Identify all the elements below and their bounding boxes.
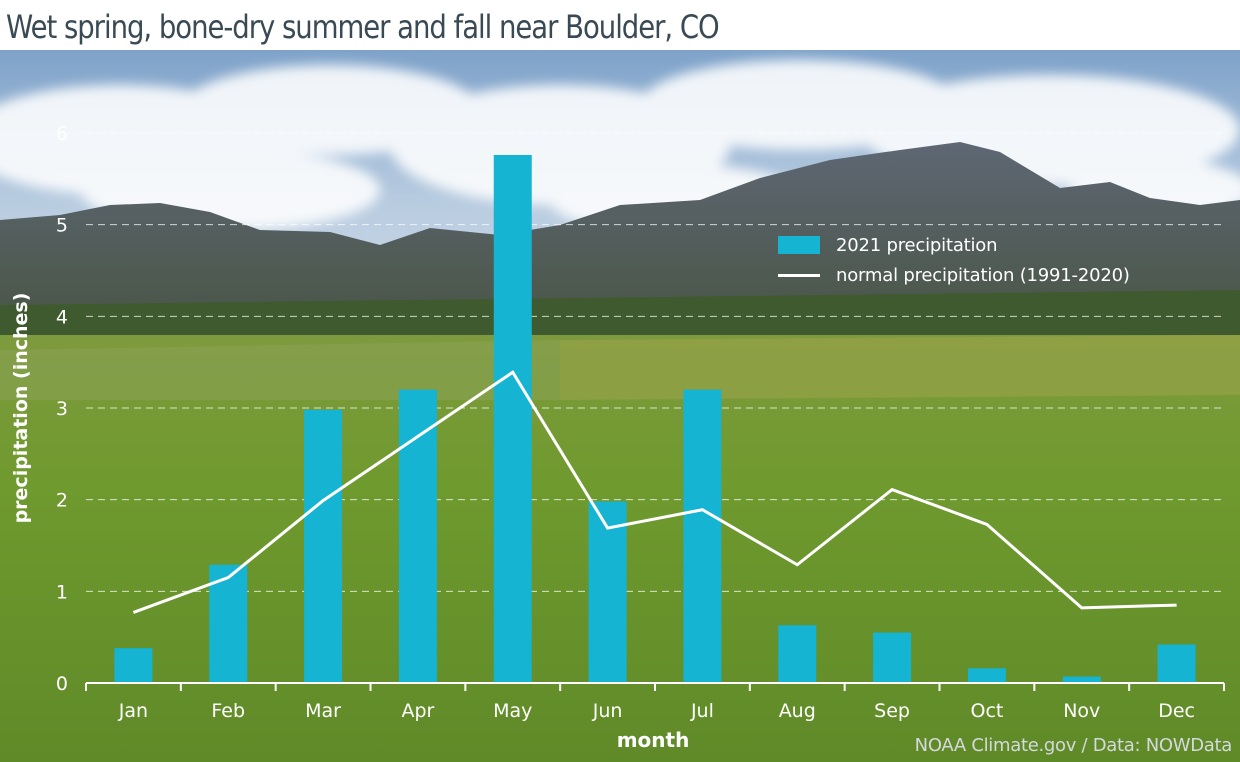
bar-mar (304, 409, 343, 683)
x-tick-label: Apr (401, 700, 434, 722)
x-tick-label: Jul (690, 700, 714, 722)
y-tick-label: 3 (56, 398, 68, 420)
chart-title: Wet spring, bone-dry summer and fall nea… (6, 8, 720, 46)
bar-aug (778, 625, 817, 683)
bar-oct (967, 668, 1006, 683)
legend-bar-swatch (778, 236, 820, 254)
legend-item-2021: 2021 precipitation (778, 230, 1130, 260)
x-tick-label: May (493, 700, 532, 722)
x-axis-label: month (617, 728, 690, 752)
normal-line-series (132, 370, 1177, 614)
grid-lines (86, 132, 1224, 592)
source-credit: NOAA Climate.gov / Data: NOWData (914, 735, 1233, 756)
x-tick-label: Feb (211, 700, 245, 722)
background-landscape-photo (0, 50, 1240, 762)
bar-jul (683, 389, 722, 683)
bar-dec (1157, 644, 1196, 683)
bar-jun (588, 501, 627, 683)
y-tick-label: 1 (56, 581, 68, 603)
bar-nov (1062, 676, 1101, 683)
y-tick-label: 0 (56, 673, 68, 695)
x-tick-label: Oct (970, 700, 1003, 722)
legend-label-2021: 2021 precipitation (836, 234, 998, 256)
x-tick-label: Nov (1063, 700, 1100, 722)
legend-item-normal: normal precipitation (1991-2020) (778, 260, 1130, 290)
x-tick-label: Aug (779, 700, 816, 722)
y-tick-label: 4 (56, 306, 68, 328)
bar-feb (209, 564, 248, 683)
legend: 2021 precipitation normal precipitation … (778, 230, 1130, 290)
bar-series (114, 155, 1196, 683)
bar-apr (398, 389, 437, 683)
normal-precipitation-line (132, 370, 1177, 614)
y-tick-label: 5 (56, 215, 68, 237)
y-tick-label: 2 (56, 490, 68, 512)
bar-may (493, 155, 532, 683)
x-tick-label: Jun (592, 700, 623, 722)
x-tick-label: Mar (305, 700, 341, 722)
y-axis-label: precipitation (inches) (10, 293, 32, 524)
bar-sep (873, 632, 912, 683)
legend-line-swatch (778, 273, 820, 277)
bar-jan (114, 648, 153, 683)
legend-label-normal: normal precipitation (1991-2020) (836, 264, 1130, 286)
y-tick-label: 6 (56, 123, 68, 145)
x-axis-ticks: Jan Feb Mar Apr May Jun Jul Aug Sep Oct Nov Dec (85, 683, 1225, 722)
y-axis-ticks: 0 1 2 3 4 5 6 (56, 123, 68, 695)
x-tick-label: Jan (118, 700, 148, 722)
x-tick-label: Dec (1158, 700, 1195, 722)
x-tick-label: Sep (874, 700, 910, 722)
